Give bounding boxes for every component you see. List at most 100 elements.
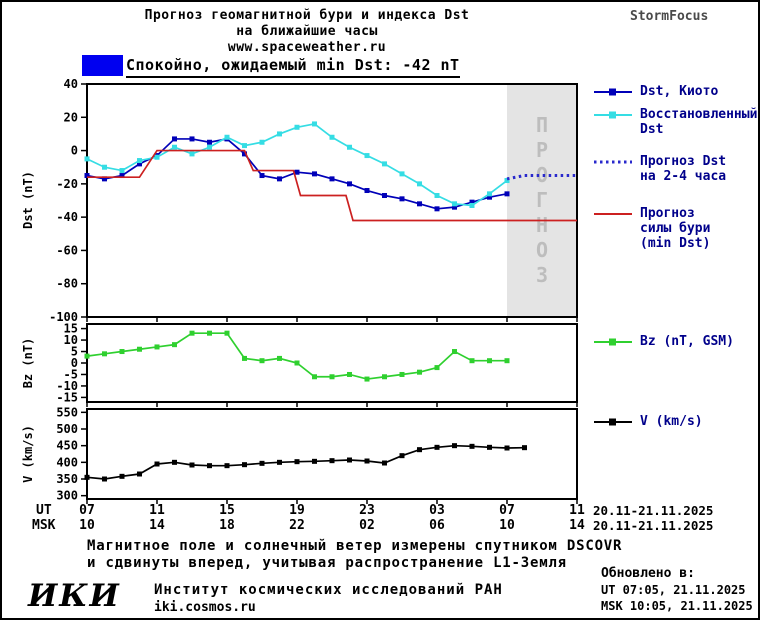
data-marker <box>329 176 335 182</box>
y-tick-label: 450 <box>56 439 78 453</box>
page-subtitle: на ближайшие часы <box>236 24 378 39</box>
data-marker <box>294 169 300 175</box>
data-marker <box>277 355 282 361</box>
ut-tick-label: 11 <box>569 503 585 518</box>
data-marker <box>84 474 90 480</box>
data-marker <box>329 374 335 380</box>
data-marker <box>522 445 527 451</box>
data-marker <box>364 153 370 159</box>
data-marker <box>364 376 370 382</box>
y-tick-label: -5 <box>64 367 78 381</box>
msk-tick-label: 18 <box>219 518 235 533</box>
ut-date-range: 20.11-21.11.2025 <box>593 503 714 518</box>
y-tick-label: 20 <box>64 110 78 124</box>
y-tick-label: 0 <box>71 356 78 370</box>
y-tick-label: -15 <box>56 390 78 404</box>
msk-tick-label: 14 <box>149 518 165 533</box>
data-marker <box>294 459 300 465</box>
y-tick-label: 400 <box>56 455 78 469</box>
data-marker <box>382 374 387 380</box>
data-marker <box>119 173 125 179</box>
legend-label: Bz (nT, GSM) <box>640 334 734 349</box>
data-marker <box>504 445 510 451</box>
data-marker <box>452 349 457 355</box>
forecast-region-letter: О <box>536 163 548 187</box>
data-marker <box>364 188 370 194</box>
series-line-1-0 <box>86 332 507 380</box>
updated-ut-time: UT 07:05, 21.11.2025 <box>601 583 746 597</box>
msk-tick-label: 22 <box>289 518 305 533</box>
data-marker <box>224 463 230 469</box>
data-marker <box>347 457 352 463</box>
data-marker <box>102 476 107 482</box>
data-marker <box>277 176 282 182</box>
data-marker <box>312 374 317 380</box>
data-marker <box>242 151 247 157</box>
ut-row-label: UT <box>36 503 52 518</box>
data-marker <box>189 151 195 157</box>
forecast-region-letter: З <box>536 263 548 287</box>
data-marker <box>207 139 212 145</box>
data-marker <box>417 201 422 207</box>
legend-marker-square <box>609 338 616 346</box>
data-marker <box>84 156 90 162</box>
data-marker <box>84 173 90 179</box>
bz-axis-label: Bz (nT) <box>21 337 35 389</box>
data-marker <box>189 136 195 142</box>
data-marker <box>487 194 492 200</box>
y-tick-label: -40 <box>56 210 78 224</box>
data-marker <box>102 176 107 182</box>
data-marker <box>364 458 370 464</box>
data-marker <box>329 134 335 140</box>
footnote-line2: и сдвинуты вперед, учитывая распростране… <box>87 555 567 571</box>
data-marker <box>399 171 405 177</box>
data-marker <box>207 463 212 469</box>
panel-frame <box>86 323 578 403</box>
data-marker <box>487 444 492 450</box>
legend-label: V (km/s) <box>640 414 703 429</box>
data-marker <box>434 206 440 212</box>
y-tick-label: -20 <box>56 177 78 191</box>
y-tick-label: -100 <box>49 310 78 324</box>
panel-frame <box>86 83 578 318</box>
data-marker <box>347 371 352 377</box>
ut-tick-label: 19 <box>289 503 305 518</box>
data-marker <box>259 358 265 364</box>
data-marker <box>242 355 247 361</box>
data-marker <box>382 161 387 167</box>
data-marker <box>452 204 457 210</box>
data-marker <box>452 201 457 207</box>
footnote-line1: Магнитное поле и солнечный ветер измерен… <box>87 538 623 554</box>
data-marker <box>137 346 142 352</box>
ut-tick-label: 15 <box>219 503 235 518</box>
data-marker <box>277 459 282 465</box>
data-marker <box>102 351 107 357</box>
data-marker <box>277 131 282 137</box>
msk-tick-label: 06 <box>429 518 445 533</box>
data-marker <box>312 458 317 464</box>
data-marker <box>399 196 405 202</box>
data-marker <box>294 124 300 130</box>
msk-tick-label: 10 <box>79 518 95 533</box>
y-tick-label: 350 <box>56 472 78 486</box>
data-marker <box>487 191 492 197</box>
site-url: www.spaceweather.ru <box>227 40 387 55</box>
forecast-region-letter: Р <box>536 138 548 162</box>
ut-tick-label: 07 <box>79 503 95 518</box>
y-tick-label: -10 <box>56 379 78 393</box>
legend-label: Восстановленный Dst <box>640 107 758 137</box>
data-marker <box>119 349 125 355</box>
data-marker <box>172 342 177 348</box>
y-tick-label: 10 <box>64 333 78 347</box>
updated-at-label: Обновлено в: <box>601 566 695 581</box>
y-tick-label: -80 <box>56 277 78 291</box>
data-marker <box>224 134 230 140</box>
page-title: Прогноз геомагнитной бури и индекса Dst <box>144 8 470 23</box>
data-marker <box>312 121 317 127</box>
data-marker <box>329 458 335 464</box>
data-marker <box>242 143 247 149</box>
series-line-0-3 <box>87 149 577 222</box>
data-marker <box>137 471 142 477</box>
data-marker <box>399 453 405 459</box>
data-marker <box>172 459 177 465</box>
